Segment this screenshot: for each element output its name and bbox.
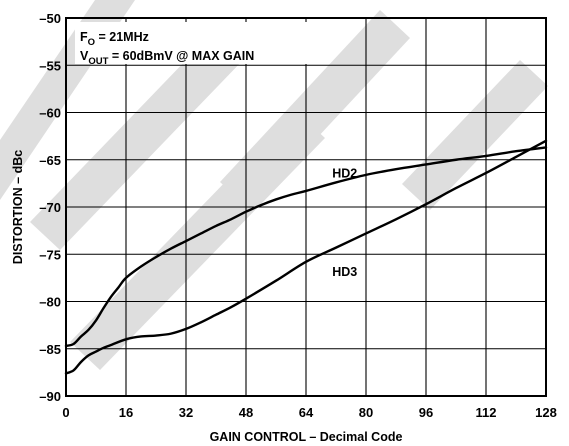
x-tick-label: 32: [179, 405, 193, 420]
y-tick-label: –50: [39, 11, 61, 26]
frequency-subscript: O: [88, 37, 95, 48]
series-line-hd3: [64, 139, 548, 375]
vout-annotation: VOUT = 60dBmV @ MAX GAIN: [80, 49, 254, 67]
x-tick-label: 80: [359, 405, 373, 420]
series-line-hd2: [64, 146, 548, 348]
y-axis-title: DISTORTION – dBc: [11, 150, 25, 264]
x-tick-label: 48: [239, 405, 253, 420]
y-tick-label: –55: [39, 58, 61, 73]
watermark-band: [402, 60, 548, 210]
x-tick-label: 16: [119, 405, 133, 420]
watermark-band: [30, 30, 245, 250]
plot-frame: [65, 17, 547, 397]
hd3-series-label: HD3: [332, 265, 357, 279]
x-tick-label: 112: [476, 405, 497, 420]
x-tick-label: 96: [419, 405, 433, 420]
grid-lines: [66, 18, 546, 396]
x-tick-label: 0: [62, 405, 69, 420]
series-layer: [64, 139, 548, 375]
frequency-symbol: F: [80, 30, 88, 44]
x-tick-label: 64: [299, 405, 314, 420]
frequency-annotation: FO = 21MHz: [80, 30, 149, 48]
x-tick-label: 128: [535, 405, 557, 420]
y-tick-label: –75: [39, 247, 61, 262]
y-tick-labels: –50 –55 –60 –65 –70 –75 –80 –85 –90: [39, 11, 61, 404]
vout-subscript: OUT: [88, 56, 108, 67]
vout-value: = 60dBmV @ MAX GAIN: [108, 49, 254, 63]
hd2-series-label: HD2: [332, 167, 357, 181]
y-tick-label: –60: [39, 106, 61, 121]
y-tick-label: –70: [39, 200, 61, 215]
x-axis-title: GAIN CONTROL – Decimal Code: [210, 430, 403, 444]
y-tick-label: –85: [39, 342, 61, 357]
y-tick-label: –80: [39, 295, 61, 310]
y-tick-label: –90: [39, 389, 61, 404]
x-tick-labels: 0 16 32 48 64 80 96 112 128: [62, 405, 556, 420]
annotation-background: [75, 22, 325, 64]
vout-symbol: V: [80, 49, 89, 63]
frequency-value: = 21MHz: [95, 30, 149, 44]
y-tick-label: –65: [39, 153, 61, 168]
